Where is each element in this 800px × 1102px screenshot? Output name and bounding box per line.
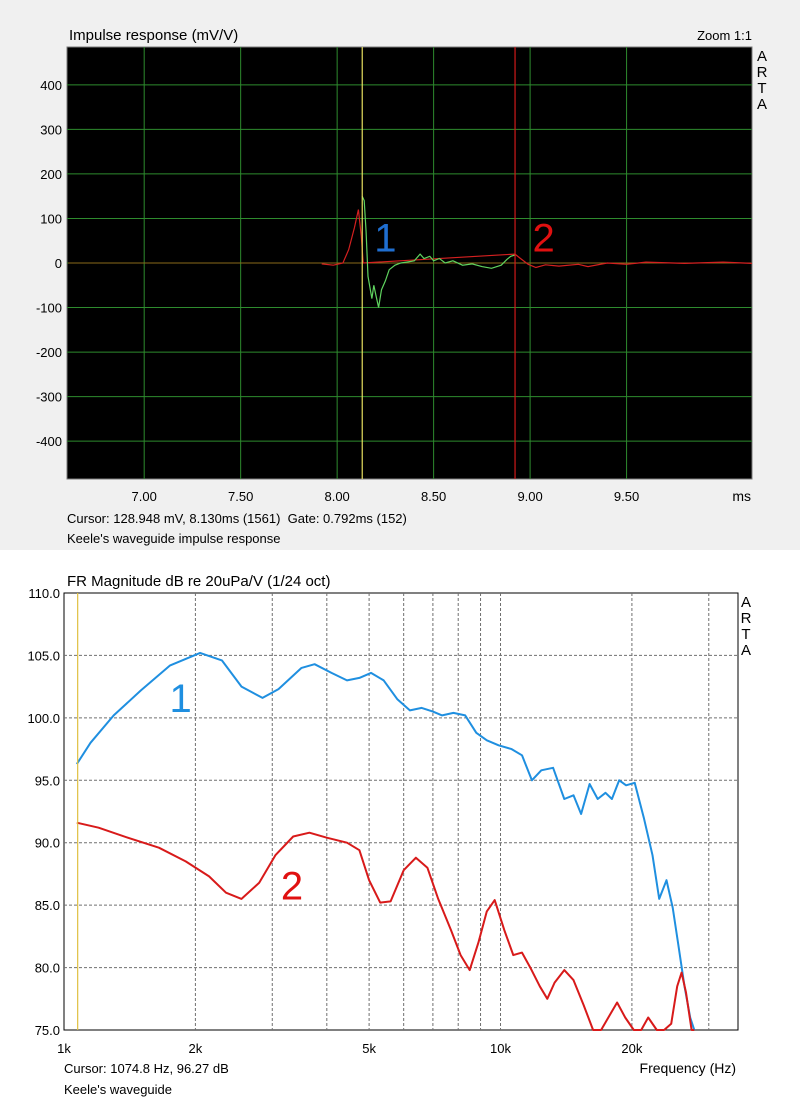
fr-caption: Keele's waveguide: [64, 1082, 172, 1097]
brand-letter: A: [741, 642, 751, 659]
fr-y-tick-label: 100.0: [27, 711, 60, 726]
brand-letter: T: [741, 626, 750, 643]
fr-y-tick-label: 110.0: [28, 586, 60, 601]
fr-x-tick-label: 20k: [621, 1041, 642, 1056]
ir-x-tick-label: 7.50: [228, 489, 253, 504]
fr-cursor-readout: Cursor: 1074.8 Hz, 96.27 dB: [64, 1061, 229, 1076]
ir-y-tick-label: 400: [40, 78, 62, 93]
ir-zoom-label: Zoom 1:1: [697, 28, 752, 43]
ir-annotation-1: 1: [374, 217, 396, 261]
ir-y-tick-label: 200: [40, 167, 62, 182]
ir-caption: Keele's waveguide impulse response: [67, 531, 281, 546]
fr-annotation-2: 2: [281, 864, 303, 908]
ir-x-tick-label: 8.00: [324, 489, 349, 504]
ir-y-tick-label: -300: [36, 390, 62, 405]
fr-series-line-1: [75, 651, 696, 1031]
brand-letter: T: [757, 80, 766, 97]
ir-x-tick-label: 7.00: [132, 489, 157, 504]
ir-y-tick-label: -400: [36, 434, 62, 449]
brand-letter: A: [757, 96, 767, 113]
ir-y-tick-label: 300: [40, 122, 62, 137]
ir-y-ticks: 400 300 200 100 0 -100 -200 -300 -400: [36, 78, 62, 449]
fr-x-tick-label: 2k: [189, 1041, 203, 1056]
ir-x-tick-label: 8.50: [421, 489, 446, 504]
brand-letter: A: [741, 594, 751, 611]
fr-annotations: 12: [169, 677, 303, 908]
brand-letter: A: [757, 48, 767, 65]
fr-series: [75, 651, 696, 1031]
fr-series-line-2: [76, 821, 695, 1031]
fr-annotation-1: 1: [169, 677, 191, 721]
fr-y-tick-label: 90.0: [35, 836, 60, 851]
ir-x-tick-label: 9.50: [614, 489, 639, 504]
fr-x-ticks: 1k 2k 5k 10k 20k: [57, 1041, 643, 1056]
fr-chart-title: FR Magnitude dB re 20uPa/V (1/24 oct): [67, 573, 330, 590]
ir-series-line-2: [361, 195, 516, 308]
ir-cursor-readout: Cursor: 128.948 mV, 8.130ms (1561) Gate:…: [67, 511, 407, 526]
ir-x-tick-label: 9.00: [517, 489, 542, 504]
fr-plot-area[interactable]: [63, 592, 739, 1031]
fr-y-tick-label: 80.0: [35, 961, 60, 976]
fr-y-tick-label: 75.0: [35, 1023, 60, 1038]
fr-grid: [64, 593, 738, 1030]
ir-series-line-1: [321, 209, 753, 269]
ir-x-axis-label: ms: [732, 488, 751, 504]
frequency-response-chart: FR Magnitude dB re 20uPa/V (1/24 oct) AR…: [0, 550, 800, 1102]
ir-y-tick-label: 0: [55, 256, 62, 271]
ir-y-tick-label: -200: [36, 345, 62, 360]
ir-y-tick-label: -100: [36, 301, 62, 316]
ir-chart-title: Impulse response (mV/V): [69, 27, 238, 44]
fr-y-ticks: 110.0 105.0 100.0 95.0 90.0 85.0 80.0 75.0: [27, 586, 60, 1038]
ir-series: [68, 195, 753, 308]
ir-annotation-2: 2: [532, 217, 554, 261]
fr-x-tick-label: 5k: [362, 1041, 376, 1056]
ir-x-ticks: 7.00 7.50 8.00 8.50 9.00 9.50: [132, 489, 640, 504]
brand-letter: R: [757, 64, 768, 81]
fr-x-axis-label: Frequency (Hz): [640, 1060, 736, 1076]
fr-y-tick-label: 85.0: [35, 898, 60, 913]
ir-y-tick-label: 100: [40, 211, 62, 226]
fr-y-tick-label: 105.0: [27, 648, 60, 663]
fr-x-tick-label: 1k: [57, 1041, 71, 1056]
fr-y-tick-label: 95.0: [35, 773, 60, 788]
brand-letter: R: [741, 610, 752, 627]
fr-x-tick-label: 10k: [490, 1041, 511, 1056]
